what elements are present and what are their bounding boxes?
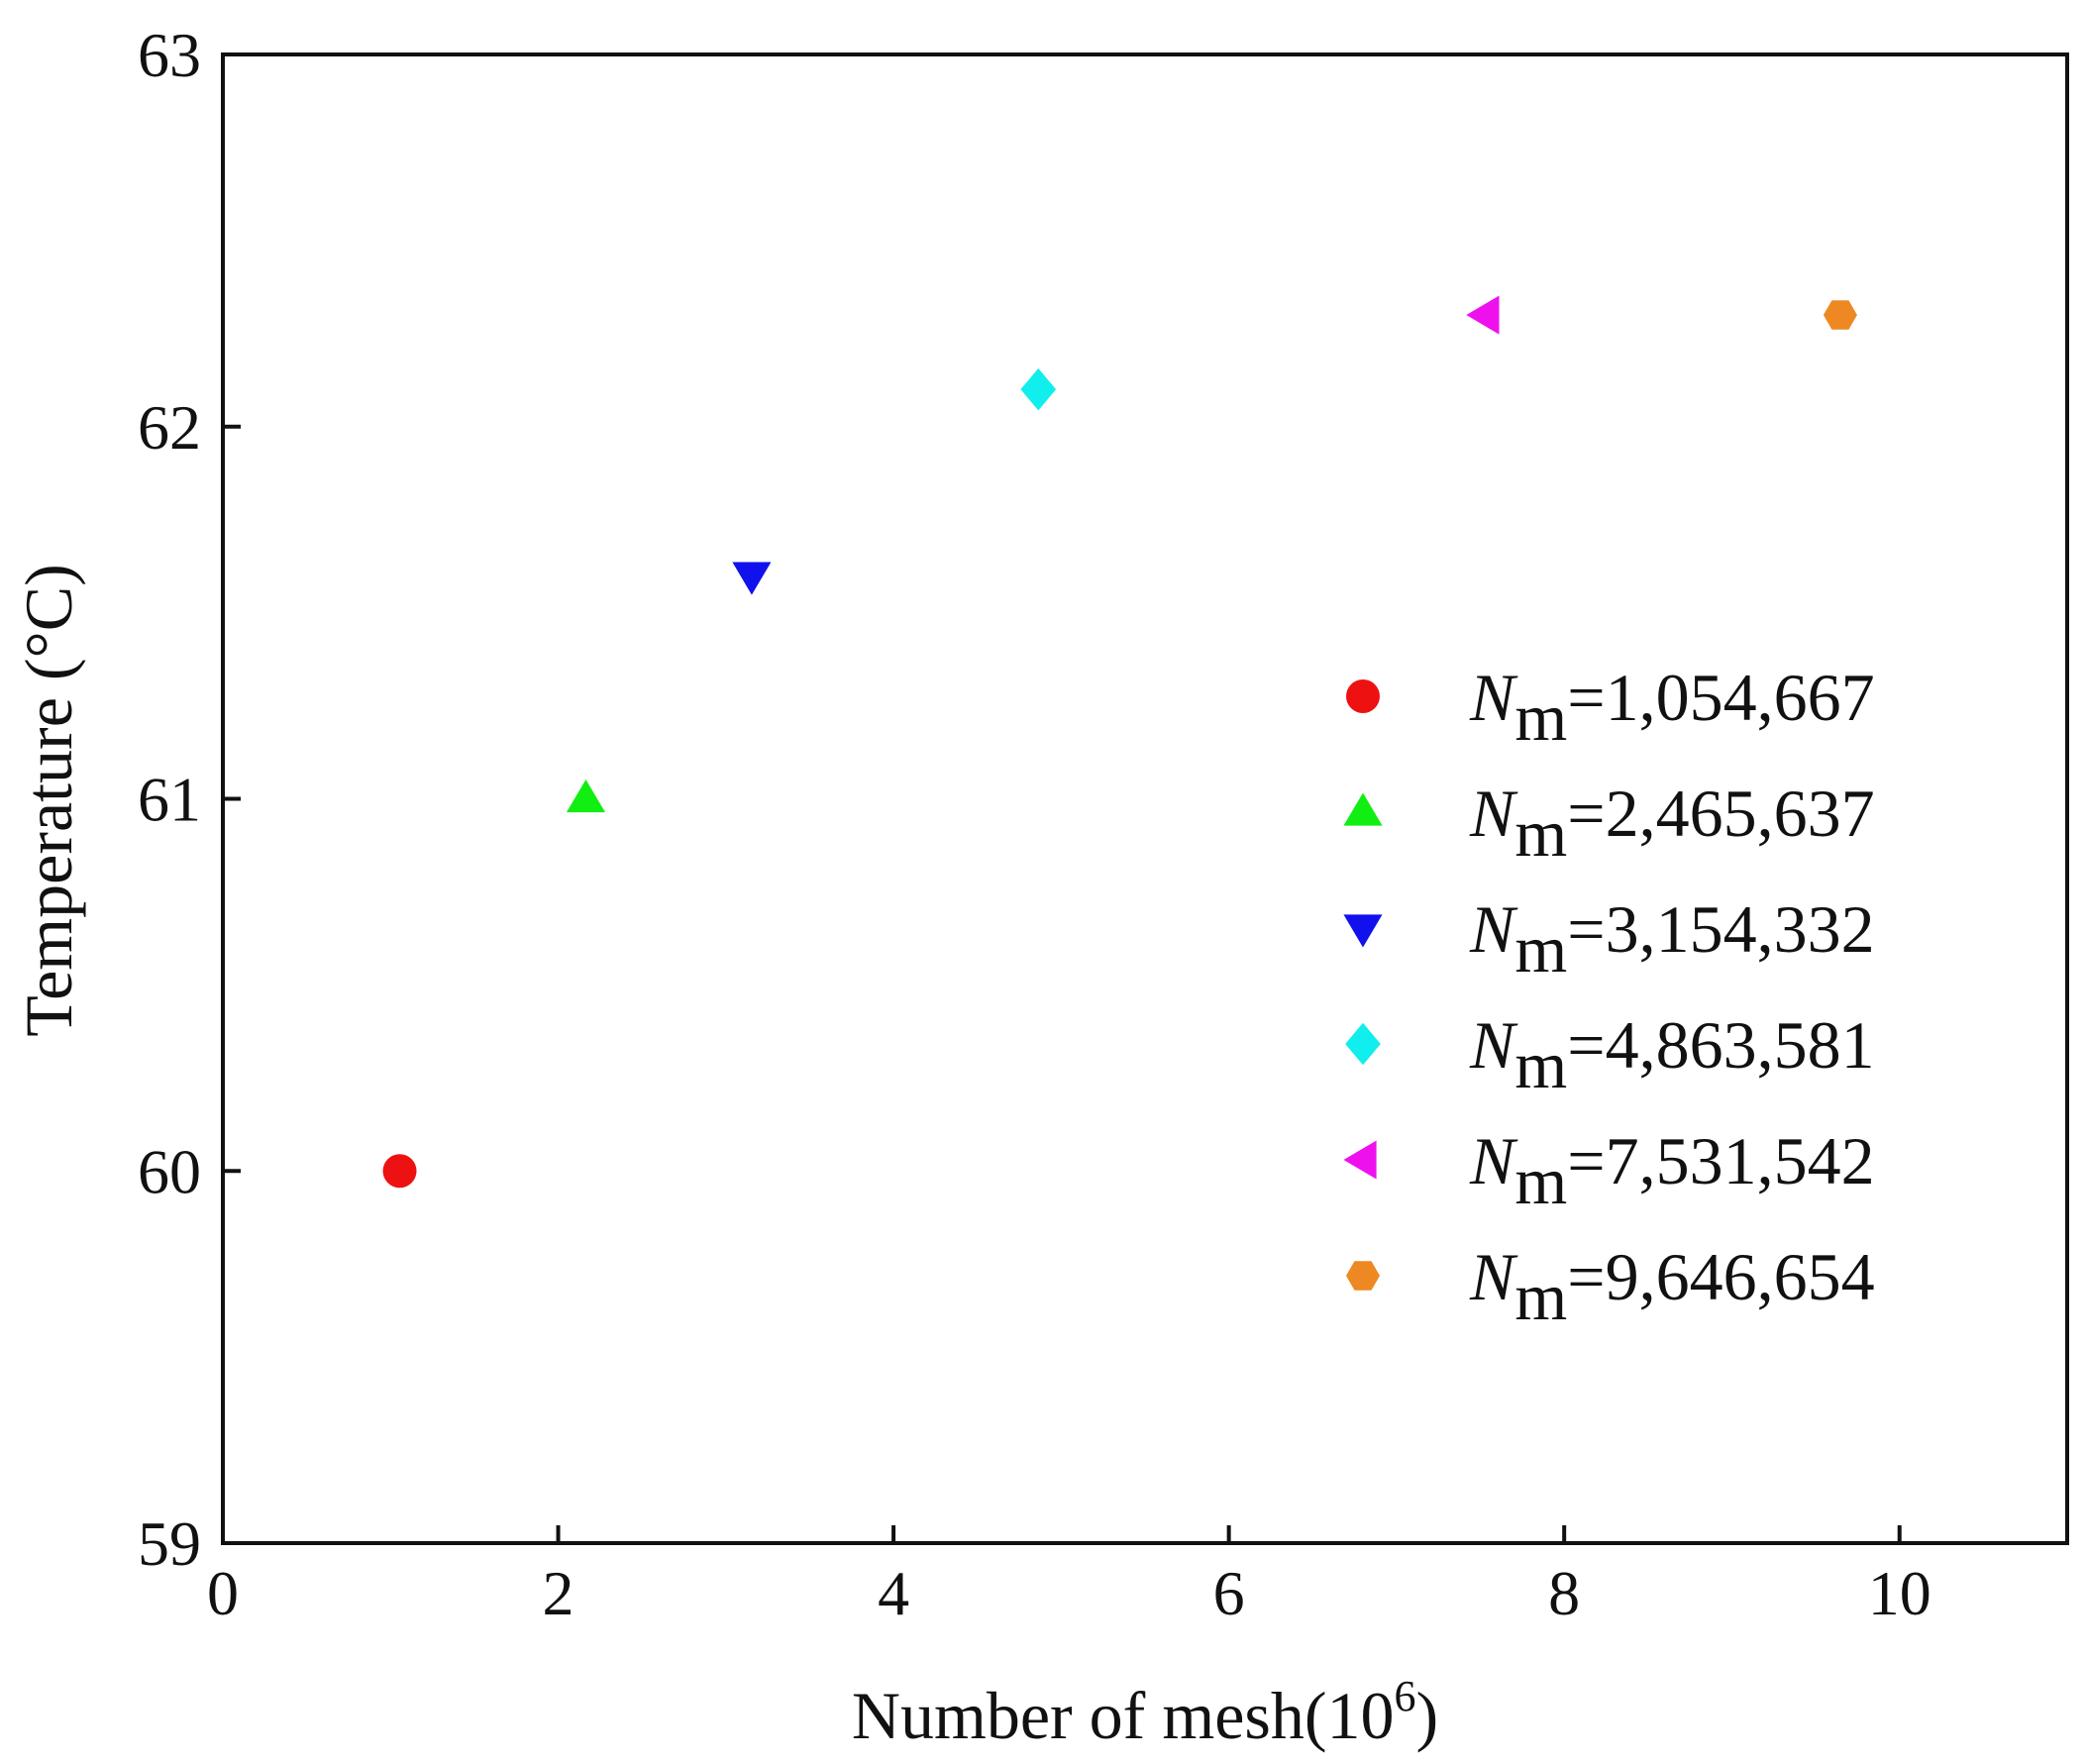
legend-label: Nm=3,154,332 <box>1469 891 1875 986</box>
y-tick-label: 61 <box>138 765 201 835</box>
data-point <box>566 778 606 813</box>
legend-marker <box>1343 1140 1377 1180</box>
legend-label: Nm=2,465,637 <box>1469 776 1875 871</box>
legend-label: Nm=7,531,542 <box>1469 1123 1875 1218</box>
data-point <box>1020 367 1057 411</box>
y-tick-label: 59 <box>138 1508 201 1579</box>
legend-marker <box>1346 1261 1380 1291</box>
data-points <box>382 295 1857 1189</box>
legend-label-subscript: m <box>1514 1027 1567 1102</box>
y-axis-ticks: 59 60 61 62 63 <box>138 20 241 1579</box>
legend-marker <box>1343 914 1383 948</box>
y-tick-label: 63 <box>138 20 201 90</box>
x-axis-title-close: ) <box>1416 1678 1439 1753</box>
legend-label-subscript: m <box>1514 911 1567 986</box>
legend-label-prefix: N <box>1469 891 1518 967</box>
legend-label-prefix: N <box>1469 660 1518 735</box>
legend-label-subscript: m <box>1514 679 1567 755</box>
legend-label-prefix: N <box>1469 1007 1518 1083</box>
x-tick-label: 8 <box>1548 1558 1580 1628</box>
legend: Nm=1,054,667Nm=2,465,637Nm=3,154,332Nm=4… <box>1343 660 1875 1334</box>
data-point <box>1466 295 1500 335</box>
legend-label-value: =3,154,332 <box>1567 891 1874 967</box>
legend-marker <box>1343 792 1383 826</box>
legend-label: Nm=4,863,581 <box>1469 1007 1875 1102</box>
data-point <box>382 1154 417 1189</box>
x-tick-label: 2 <box>543 1558 574 1628</box>
x-axis-title-superscript: 6 <box>1395 1672 1416 1720</box>
y-tick-label: 60 <box>138 1136 201 1206</box>
legend-label-value: =1,054,667 <box>1567 660 1874 735</box>
data-point <box>732 562 772 595</box>
legend-label-value: =9,646,654 <box>1567 1239 1874 1314</box>
x-tick-label: 4 <box>878 1558 909 1628</box>
legend-label-subscript: m <box>1514 1143 1567 1218</box>
legend-label-prefix: N <box>1469 776 1518 851</box>
x-tick-label: 0 <box>207 1558 239 1628</box>
x-axis-title: Number of mesh(106) <box>852 1672 1438 1753</box>
data-point <box>1823 300 1857 330</box>
legend-label-subscript: m <box>1514 795 1567 871</box>
legend-label-prefix: N <box>1469 1239 1518 1314</box>
legend-label-value: =7,531,542 <box>1567 1123 1874 1198</box>
x-axis-ticks: 0 2 4 6 8 10 <box>207 1525 1931 1628</box>
y-tick-label: 62 <box>138 392 201 463</box>
legend-marker <box>1346 679 1380 713</box>
legend-label: Nm=9,646,654 <box>1469 1239 1875 1334</box>
x-tick-label: 6 <box>1213 1558 1245 1628</box>
legend-label: Nm=1,054,667 <box>1469 660 1875 755</box>
legend-label-value: =4,863,581 <box>1567 1007 1874 1083</box>
legend-marker <box>1345 1022 1381 1066</box>
x-axis-title-text: Number of mesh(10 <box>852 1678 1395 1753</box>
legend-label-prefix: N <box>1469 1123 1518 1198</box>
legend-label-subscript: m <box>1514 1259 1567 1334</box>
y-axis-title: Temperature (°C) <box>11 564 86 1036</box>
x-tick-label: 10 <box>1868 1558 1931 1628</box>
legend-label-value: =2,465,637 <box>1567 776 1874 851</box>
